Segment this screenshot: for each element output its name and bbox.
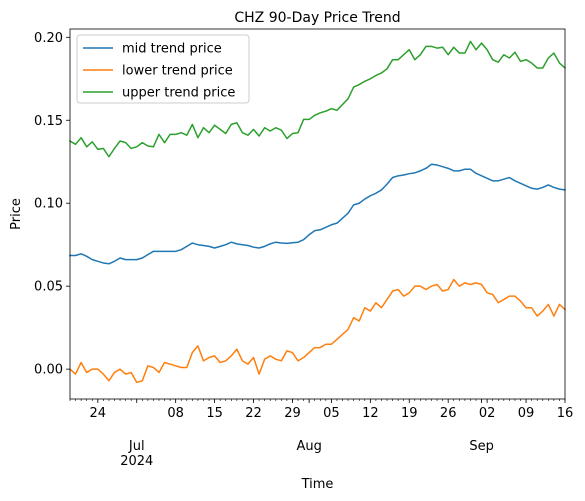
x-tick-label-9: 19 bbox=[401, 406, 418, 421]
x-tick-label-4: 22 bbox=[245, 406, 262, 421]
y-tick-label-1: 0.05 bbox=[34, 280, 63, 295]
y-tick-label-4: 0.20 bbox=[34, 31, 63, 46]
x-tick-label-7: 05 bbox=[323, 406, 340, 421]
x-tick-label-5: 29 bbox=[284, 406, 301, 421]
x-tick-label-6: Aug bbox=[296, 439, 321, 454]
chart-title: CHZ 90-Day Price Trend bbox=[234, 10, 400, 26]
x-tick-label-13: 09 bbox=[518, 406, 535, 421]
x-tick-label-1: Jul bbox=[128, 439, 145, 454]
series-line-1 bbox=[70, 280, 565, 383]
x-axis-label: Time bbox=[301, 477, 334, 492]
x-tick-label-3: 15 bbox=[206, 406, 223, 421]
x-tick-label-12: 02 bbox=[479, 406, 496, 421]
y-tick-label-2: 0.10 bbox=[34, 197, 63, 212]
x-tick-label-11: Sep bbox=[469, 439, 494, 454]
series-line-0 bbox=[70, 164, 565, 264]
x-tick-label-14: 16 bbox=[557, 406, 574, 421]
x-tick-label-0: 24 bbox=[90, 406, 107, 421]
legend-label-0: mid trend price bbox=[122, 42, 222, 57]
y-axis-label: Price bbox=[9, 198, 24, 230]
y-tick-label-3: 0.15 bbox=[34, 114, 63, 129]
x-tick-sublabel-1: 2024 bbox=[120, 454, 153, 469]
x-tick-label-8: 12 bbox=[362, 406, 379, 421]
x-tick-label-10: 26 bbox=[440, 406, 457, 421]
legend-label-2: upper trend price bbox=[122, 86, 235, 101]
legend-label-1: lower trend price bbox=[122, 64, 233, 79]
legend: mid trend price lower trend price upper tr… bbox=[77, 35, 249, 103]
x-tick-label-2: 08 bbox=[167, 406, 184, 421]
y-tick-label-0: 0.00 bbox=[34, 363, 63, 378]
